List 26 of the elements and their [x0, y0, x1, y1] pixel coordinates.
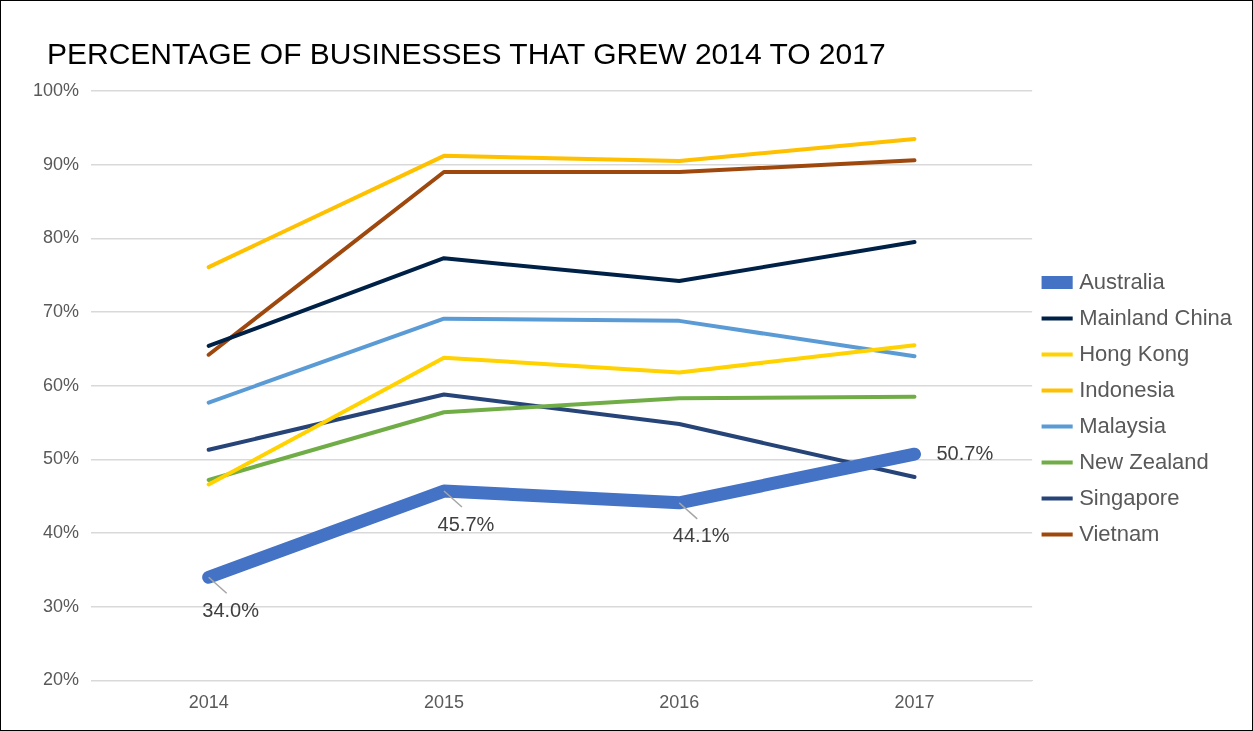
x-tick-label: 2015 — [423, 692, 464, 713]
legend-label: New Zealand — [1079, 448, 1209, 474]
y-tick-label: 60% — [43, 374, 80, 395]
legend-label: Singapore — [1079, 484, 1180, 510]
chart-title: PERCENTAGE OF BUSINESSES THAT GREW 2014 TO 2017 — [47, 37, 886, 71]
legend-label: Australia — [1079, 268, 1166, 294]
data-label: 44.1% — [672, 524, 730, 547]
data-label: 34.0% — [202, 598, 260, 621]
y-tick-label: 70% — [43, 300, 80, 321]
legend-label: Malaysia — [1079, 412, 1167, 438]
legend-label: Vietnam — [1079, 520, 1160, 546]
data-label: 45.7% — [437, 512, 495, 535]
x-tick-label: 2014 — [188, 692, 229, 713]
y-tick-label: 20% — [43, 669, 80, 690]
y-tick-label: 30% — [43, 595, 80, 616]
y-tick-label: 50% — [43, 448, 80, 469]
legend-label: Hong Kong — [1079, 340, 1190, 366]
legend-label: Mainland China — [1079, 304, 1233, 330]
y-tick-label: 40% — [43, 522, 80, 543]
x-tick-label: 2017 — [894, 692, 935, 713]
x-tick-label: 2016 — [659, 692, 700, 713]
legend-label: Indonesia — [1079, 376, 1176, 402]
data-label: 50.7% — [936, 441, 994, 464]
y-tick-label: 80% — [43, 227, 80, 248]
y-tick-label: 90% — [43, 153, 80, 174]
y-tick-label: 100% — [32, 79, 80, 100]
